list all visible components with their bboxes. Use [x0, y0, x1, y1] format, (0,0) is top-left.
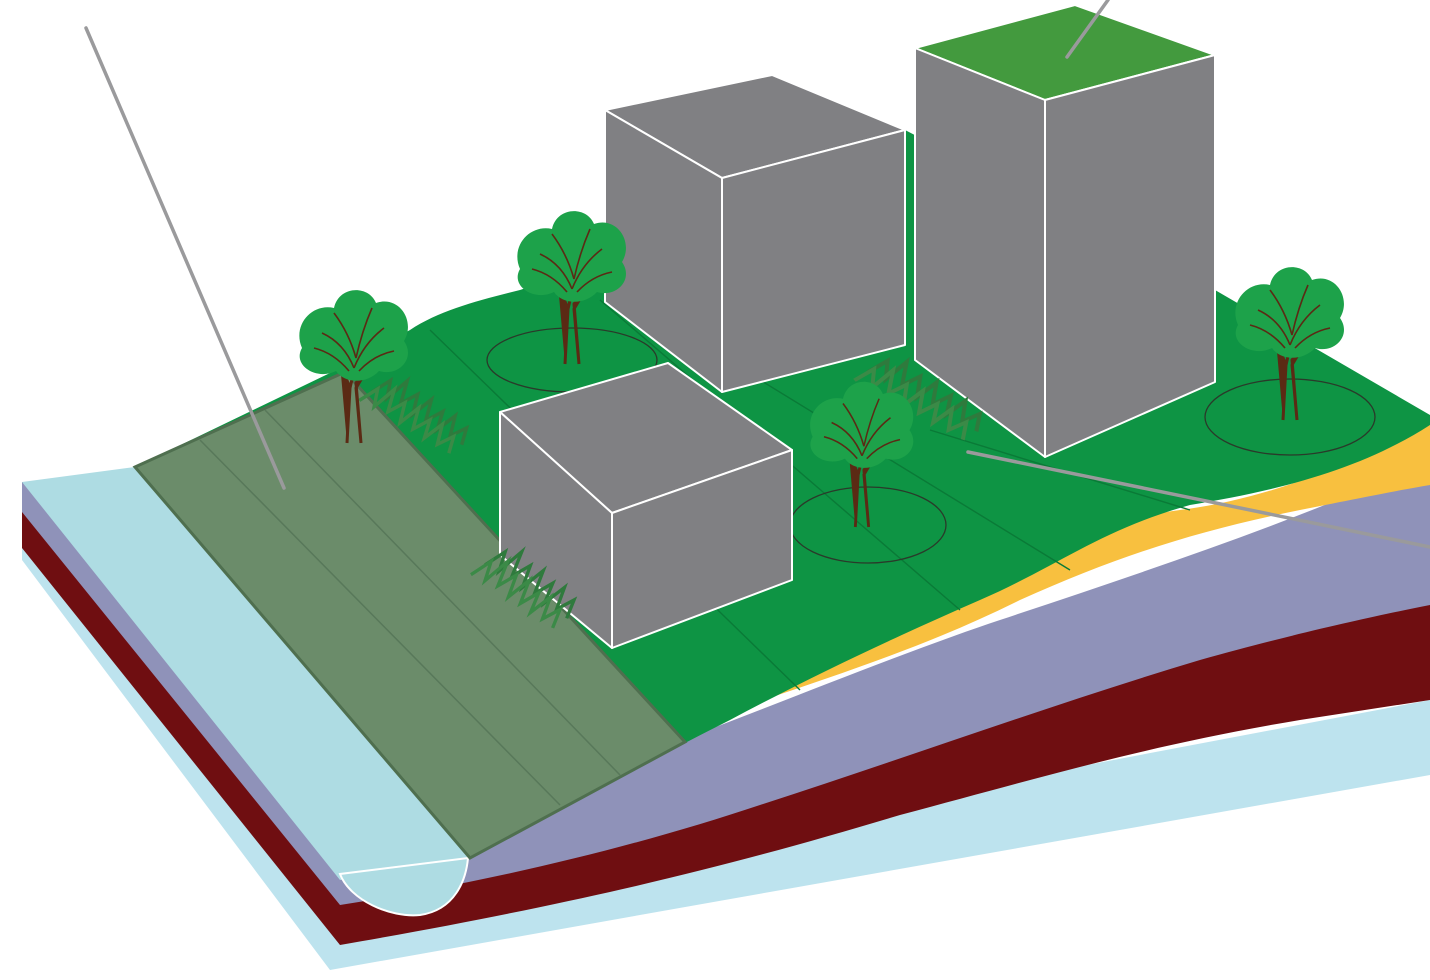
permeable-strip-lines: [199, 409, 621, 806]
callout-leaders: [84, 0, 1430, 549]
leader-line-permeable-strip: [84, 26, 286, 490]
tall-building-with-green-roof: [914, 4, 1216, 458]
leader-line-planting: [966, 450, 1430, 549]
leader-line-green-roof: [1065, 0, 1110, 59]
middle-building: [604, 74, 906, 393]
front-building: [499, 362, 793, 649]
water-channel-cross-section: [338, 856, 470, 917]
water-channel: [22, 467, 470, 880]
permeable-pavement-strip: [132, 370, 688, 860]
sand-layer: [470, 425, 1430, 812]
